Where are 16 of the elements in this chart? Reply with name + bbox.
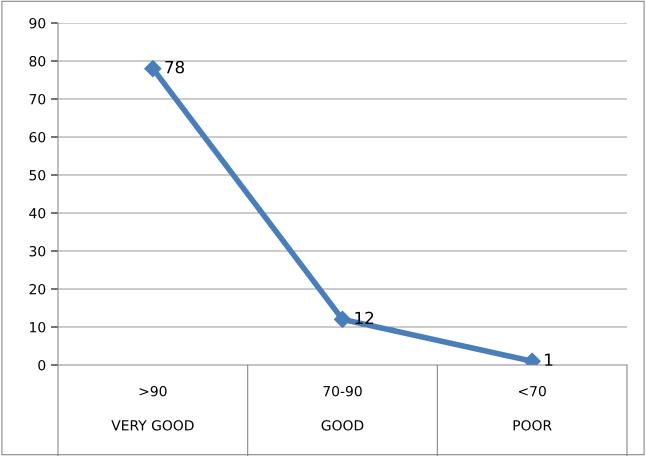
y-tick-label: 70 <box>30 94 46 104</box>
data-label: 12 <box>355 312 374 324</box>
y-tick-label: 0 <box>38 360 46 370</box>
data-label: 1 <box>545 354 552 366</box>
y-tick-label: 40 <box>29 208 46 218</box>
y-tick-label: 80 <box>29 56 46 66</box>
category-label: >90 VERY GOOD <box>111 386 194 431</box>
y-tick-label: 10 <box>30 322 46 332</box>
y-tick-label: 20 <box>30 284 46 294</box>
y-tick-label: 30 <box>30 246 46 256</box>
y-tick-label: 90 <box>29 18 46 28</box>
y-tick-label: 50 <box>30 170 46 180</box>
y-tick-label: 60 <box>29 132 46 142</box>
data-label: 78 <box>165 60 184 74</box>
category-label: 70-90 GOOD <box>322 386 364 431</box>
category-label: <70 POOR <box>514 386 552 431</box>
